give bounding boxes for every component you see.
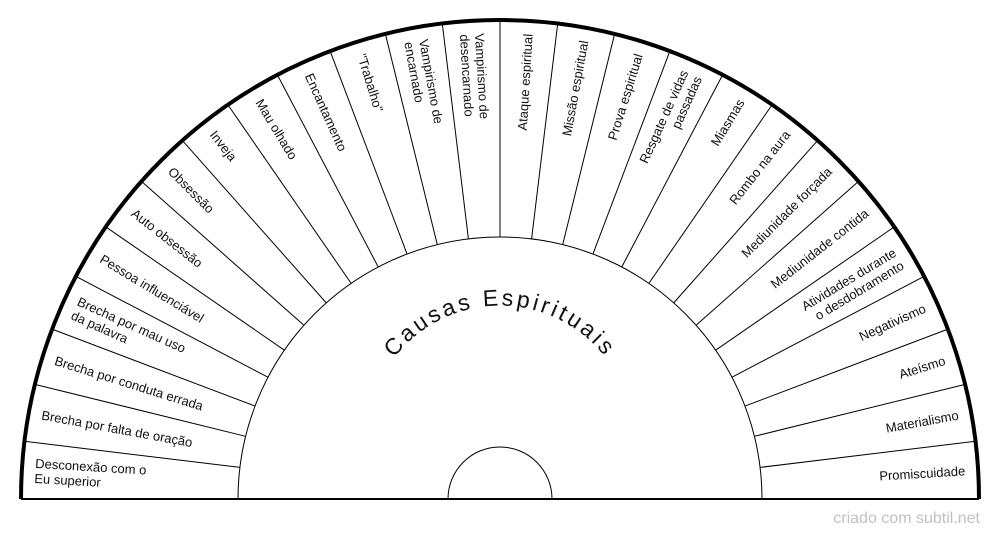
sector-label-line: Eu superior [34, 471, 102, 490]
sector-divider [385, 34, 438, 245]
outer-arc [19, 18, 981, 500]
sector-divider [673, 140, 818, 304]
sector-label-line: Obsessão [165, 164, 217, 216]
center-hub [447, 446, 553, 500]
sector-label: Promiscuidade [879, 463, 966, 483]
chart-title-text: Causas Espirituais [378, 284, 619, 361]
sector-divider [52, 329, 256, 407]
sector-divider [562, 34, 615, 245]
sector-divider [592, 51, 670, 255]
sector-label-line: Desconexão com o [35, 456, 147, 478]
sector-divider [754, 384, 965, 437]
sector-divider [106, 227, 285, 351]
sector-label: Prova espiritual [605, 52, 646, 142]
sector-divider [648, 105, 772, 284]
sector-label-line: Miasmas [708, 96, 748, 149]
sector-label: Materialismo [885, 408, 960, 436]
sector-label-line: Missão espiritual [559, 39, 591, 137]
sector-divider [744, 329, 948, 407]
sector-divider [182, 140, 327, 304]
sector-divider [330, 51, 408, 255]
sector-label: Ateísmo [897, 353, 947, 382]
sector-label: Resgate de vidaspassadas [636, 67, 705, 171]
sector-divider [695, 181, 859, 326]
sector-divider [531, 24, 559, 239]
sector-label-line: Prova espiritual [605, 52, 646, 142]
sector-lines [19, 18, 981, 500]
sector-label-line: Ataque espiritual [515, 33, 536, 131]
sector-label: Brecha por conduta errada [53, 353, 206, 414]
sector-divider [760, 440, 975, 468]
sector-label-line: Materialismo [885, 408, 960, 436]
sector-label-line: Brecha por conduta errada [53, 353, 206, 414]
sector-label-line: Negativismo [857, 301, 928, 344]
sector-label: Vampirismo deencarnado [401, 38, 446, 128]
sector-label: Rombo na aura [726, 127, 794, 207]
sector-label: Brecha por falta de oração [40, 408, 193, 450]
sector-label: Desconexão com oEu superior [34, 456, 147, 493]
sector-label-line: Inveja [207, 128, 241, 165]
sector-label-line: Brecha por falta de oração [40, 408, 193, 450]
watermark: criado com subtil.net [833, 510, 980, 527]
sector-divider [141, 181, 305, 326]
sector-label: Auto obsessão [129, 206, 206, 271]
sector-label: Obsessão [165, 164, 217, 216]
sector-label-line: Rombo na aura [726, 127, 794, 207]
sector-divider [621, 75, 723, 268]
sector-label-line: "Trabalho" [354, 52, 386, 114]
sector-divider [277, 75, 379, 268]
sector-label: Miasmas [708, 96, 748, 149]
sector-label: Ataque espiritual [515, 33, 536, 131]
sector-divider [731, 276, 924, 378]
sector-label: Missão espiritual [559, 39, 591, 137]
sector-divider [228, 105, 352, 284]
sector-label: Negativismo [857, 301, 928, 344]
sector-divider [715, 227, 894, 351]
sector-divider [441, 24, 469, 239]
sector-label-line: Vampirismo de [472, 33, 492, 119]
sector-divider [35, 384, 246, 437]
sector-label: Inveja [207, 128, 241, 165]
sector-label-line: Auto obsessão [129, 206, 206, 271]
sector-divider [76, 276, 269, 378]
sector-label-line: Ateísmo [897, 353, 947, 382]
sector-label: Vampirismo dedesencarnado [457, 33, 492, 120]
sector-divider [25, 440, 240, 468]
sector-label: "Trabalho" [354, 52, 386, 114]
chart-title: Causas Espirituais [378, 284, 622, 361]
inner-arc [237, 236, 763, 500]
sector-label-line: desencarnado [457, 34, 477, 117]
sector-label-line: Promiscuidade [879, 463, 966, 483]
